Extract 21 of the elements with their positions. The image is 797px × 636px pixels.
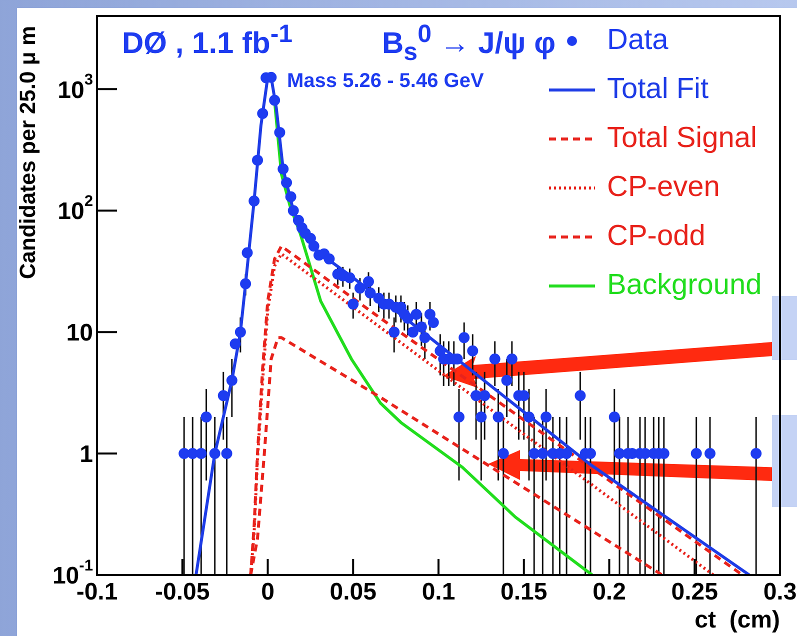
legend-label: Data [607,24,668,57]
legend-label: Background [607,269,762,302]
x-axis-title: ct (cm) [694,606,780,634]
legend-label: CP-even [607,171,720,204]
x-tick-label: 0 [261,578,274,606]
chart-title: DØ , 1.1 fb$^{-1}$ [122,20,293,61]
x-tick-label: 0.2 [592,578,626,606]
legend-label: Total Fit [607,73,709,106]
x-tick-label: 0.1 [422,578,456,606]
x-tick-label: 0.25 [671,578,718,606]
y-axis-title: Candidates per 25.0 μ m [15,26,40,280]
y-tick-label: 1 [80,441,94,468]
x-tick-label: -0.05 [155,578,210,606]
x-tick-label: 0.3 [763,578,797,606]
x-tick-label: 0.05 [330,578,376,606]
chart-subtitle: B$_{s}$$^{0}$ → J/ψ φ [382,20,556,67]
x-tick-label: 0.15 [500,578,548,606]
legend-label: Total Signal [607,122,757,155]
legend-label: CP-odd [607,220,706,253]
annotation: Mass 5.26 - 5.46 GeV [287,70,484,93]
y-tick-label: 10 [66,320,94,347]
